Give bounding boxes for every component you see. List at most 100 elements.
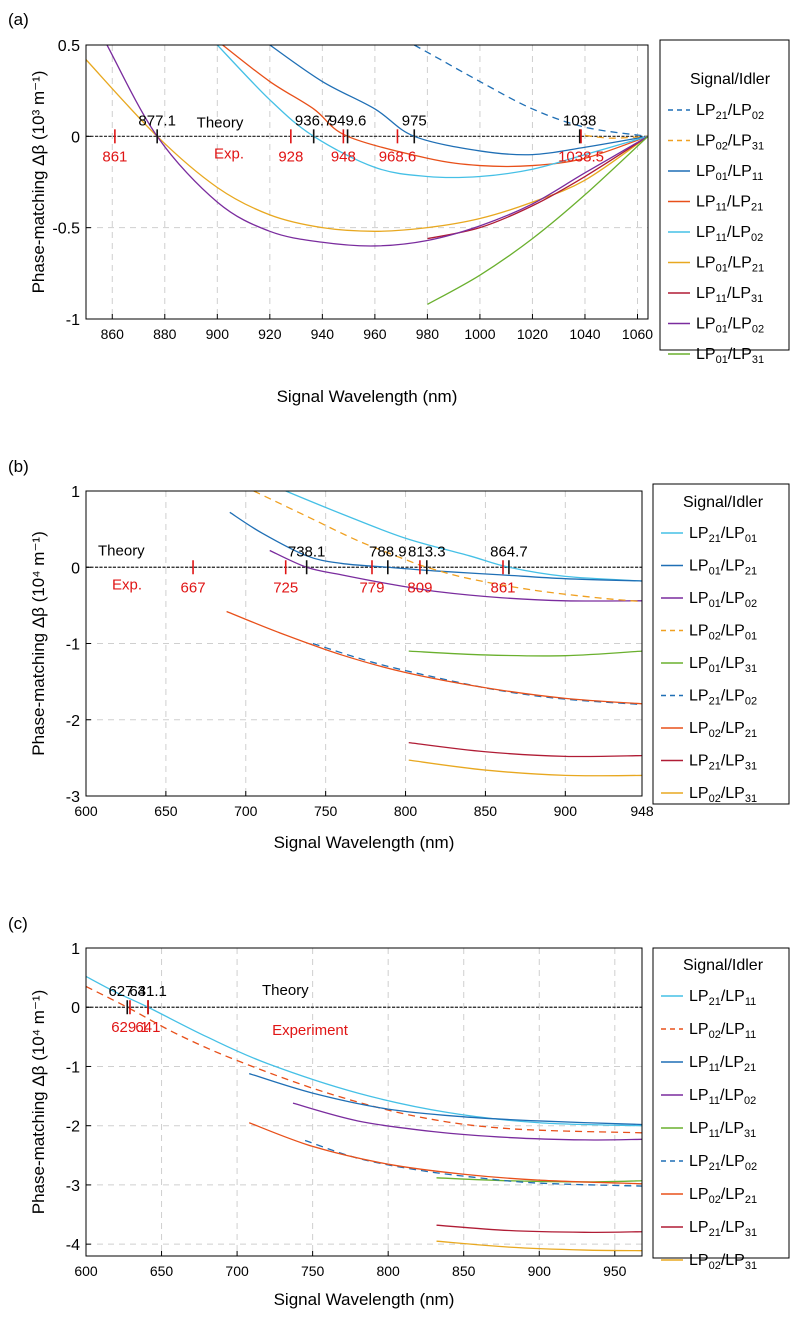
legend: Signal/Idler LP21/LP01 LP01/LP21 LP01/LP02 L…	[652, 483, 790, 805]
theory-value-label: 1038	[563, 112, 596, 129]
y-tick-label: -0.5	[52, 221, 80, 238]
x-tick-label: 700	[225, 1263, 249, 1279]
legend-entry-01-31: LP01/LP31	[689, 655, 757, 675]
legend-entry-21-02: LP21/LP02	[696, 102, 764, 122]
legend-entry-01-02: LP01/LP02	[689, 590, 757, 610]
legend-entry-02-11: LP02/LP11	[689, 1021, 756, 1041]
legend-entry-02-01: LP02/LP01	[689, 623, 757, 643]
theory-value-label: 949.6	[329, 112, 367, 129]
legend-entry-11-02: LP11/LP02	[696, 224, 763, 244]
theory-label: Theory	[98, 542, 145, 559]
legend-entry-01-11: LP01/LP11	[696, 163, 763, 183]
legend-entry-11-31: LP11/LP31	[696, 285, 763, 305]
series-line-02-31	[408, 759, 642, 777]
series-line-21-31	[436, 1224, 642, 1233]
series-line-02-21	[226, 610, 642, 705]
theory-value-label: 864.7	[490, 543, 528, 560]
grid	[86, 44, 648, 320]
x-tick-label: 1060	[622, 326, 653, 342]
x-tick-label: 650	[154, 803, 178, 819]
x-tick-label: 800	[394, 803, 418, 819]
theory-value-label: 738.1	[288, 543, 326, 560]
theory-value-label: 641.1	[129, 983, 167, 1000]
exp-value-label: 629.1	[111, 1019, 149, 1036]
legend-entry-02-31: LP02/LP31	[689, 1252, 757, 1272]
x-tick-label: 880	[153, 326, 177, 342]
legend-entry-01-21: LP01/LP21	[689, 558, 757, 578]
legend-entry-21-02: LP21/LP02	[689, 1153, 757, 1173]
theory-value-label: 936.7	[295, 112, 333, 129]
exp-value-label: 928	[278, 148, 303, 165]
exp-value-label: 861	[102, 148, 127, 165]
x-tick-label: 948	[630, 803, 654, 819]
theory-value-label: 813.3	[408, 543, 446, 560]
series-line-02-31	[436, 1240, 642, 1252]
x-tick-label: 940	[311, 326, 335, 342]
series-group	[86, 975, 642, 1252]
legend-box	[659, 39, 790, 351]
x-tick-label: 980	[416, 326, 440, 342]
x-tick-label: 1020	[517, 326, 548, 342]
exp-value-label: 809	[407, 579, 432, 596]
exp-value-label: 861	[490, 579, 515, 596]
panel-label: (b)	[8, 457, 29, 476]
legend: Signal/Idler LP21/LP02 LP02/LP31 LP01/LP11 L…	[659, 39, 790, 366]
x-tick-label: 1040	[569, 326, 600, 342]
series-line-21-01	[285, 491, 642, 582]
axis-ticks: 860 880 900 920 940 960 980 1000 1020 1040 1060 -1 -…	[52, 38, 653, 342]
panel-label: (a)	[8, 10, 29, 29]
legend-title: Signal/Idler	[690, 71, 771, 88]
theory-value-label: 788.9	[369, 543, 407, 560]
series-line-21-02	[312, 642, 642, 706]
x-tick-label: 850	[452, 1263, 476, 1279]
theory-label: Theory	[197, 114, 244, 131]
legend-entry-11-31: LP11/LP31	[689, 1120, 756, 1140]
legend-entry-02-21: LP02/LP21	[689, 720, 757, 740]
theory-value-label: 627.3	[108, 983, 146, 1000]
x-axis-label: Signal Wavelength (nm)	[274, 833, 455, 852]
series-line-01-02	[106, 45, 648, 247]
legend-entry-11-21: LP11/LP21	[696, 194, 763, 214]
exp-value-label: 1038.5	[558, 148, 604, 165]
series-line-01-02	[269, 549, 642, 602]
series-line-21-02	[413, 45, 648, 137]
panel-label: (c)	[8, 914, 28, 933]
axis-ticks: 600 650 700 750 800 850 900 948 -3 -2 -1 0 1	[66, 484, 654, 819]
legend-entry-11-02: LP11/LP02	[689, 1087, 756, 1107]
y-tick-label: -3	[66, 1178, 80, 1195]
x-tick-label: 950	[603, 1263, 627, 1279]
y-tick-label: -1	[66, 1059, 80, 1076]
x-axis-label: Signal Wavelength (nm)	[277, 387, 458, 406]
y-tick-label: -4	[66, 1237, 80, 1254]
x-tick-label: 960	[363, 326, 387, 342]
exp-value-label: 641	[135, 1019, 160, 1036]
series-line-11-21	[248, 1072, 642, 1126]
y-tick-label: 1	[71, 484, 80, 501]
exp-label: Experiment	[272, 1022, 349, 1039]
y-tick-label: -2	[66, 713, 80, 730]
y-tick-label: -1	[66, 312, 80, 329]
grid	[85, 947, 642, 1256]
legend-entry-21-31: LP21/LP31	[689, 1219, 757, 1239]
legend-entry-21-11: LP21/LP11	[689, 988, 756, 1008]
y-tick-label: 0.5	[58, 38, 80, 55]
y-tick-label: -2	[66, 1119, 80, 1136]
series-line-01-21	[229, 511, 642, 582]
series-line-01-31	[427, 135, 648, 305]
x-tick-label: 900	[528, 1263, 552, 1279]
y-tick-label: 1	[71, 941, 80, 958]
x-tick-label: 600	[74, 1263, 98, 1279]
y-tick-label: 0	[71, 129, 80, 146]
x-tick-label: 900	[206, 326, 230, 342]
series-line-01-31	[408, 650, 642, 657]
exp-value-label: 725	[273, 579, 298, 596]
legend: Signal/Idler LP21/LP11 LP02/LP11 LP11/LP21 L…	[652, 947, 790, 1272]
legend-entry-02-21: LP02/LP21	[689, 1186, 757, 1206]
theory-label: Theory	[262, 982, 309, 999]
series-line-02-21	[248, 1122, 642, 1185]
x-tick-label: 650	[150, 1263, 174, 1279]
legend-title: Signal/Idler	[683, 494, 764, 511]
